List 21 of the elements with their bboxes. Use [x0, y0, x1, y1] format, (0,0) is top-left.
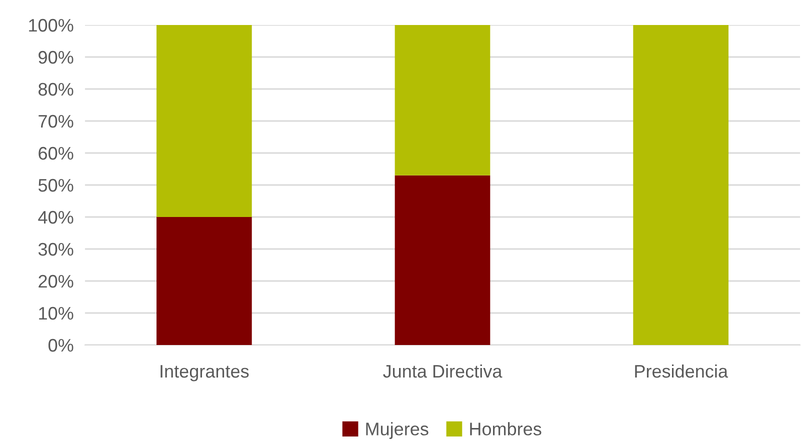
bar — [394, 175, 490, 345]
y-tick-label: 60% — [38, 146, 74, 160]
y-tick-label: 40% — [38, 210, 74, 224]
y-tick-label: 30% — [38, 242, 74, 256]
bar — [156, 25, 252, 217]
x-tick-label: Junta Directiva — [383, 364, 502, 378]
y-tick-label: 80% — [38, 82, 74, 96]
legend-label: Hombres — [470, 422, 542, 436]
y-tick-label: 50% — [38, 178, 74, 192]
x-tick-label: Integrantes — [160, 365, 249, 382]
y-tick-label: 20% — [38, 274, 74, 288]
y-tick-label: 0% — [48, 338, 74, 352]
legend-label: Mujeres — [366, 422, 428, 439]
bar — [633, 25, 728, 345]
x-tick-label: Presidencia — [635, 364, 728, 378]
y-tick-label: 70% — [38, 114, 74, 128]
y-tick-label: 90% — [38, 50, 74, 64]
y-tick-label: 10% — [39, 306, 74, 320]
bar — [394, 25, 490, 176]
y-tick-label: 100% — [29, 18, 74, 32]
bar — [156, 217, 252, 345]
